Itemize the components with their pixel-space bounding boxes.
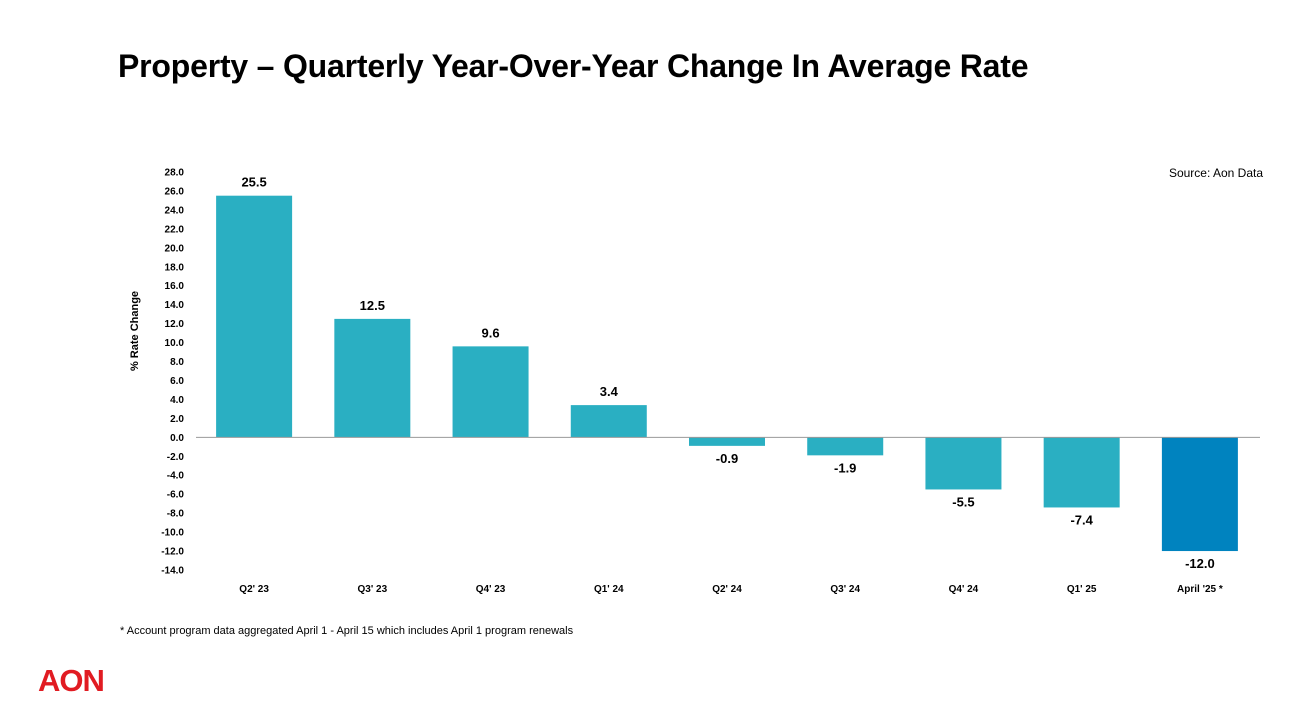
x-tick-label: Q3' 24: [830, 584, 860, 595]
data-label: -7.4: [1070, 512, 1093, 527]
x-tick-label: Q2' 24: [712, 584, 742, 595]
bar-2: [334, 318, 411, 438]
bar-3: [452, 346, 529, 438]
bar-7: [925, 437, 1002, 490]
y-tick-label: -14.0: [161, 566, 184, 577]
x-tick-label: Q1' 25: [1067, 584, 1097, 595]
y-tick-label: 14.0: [165, 300, 185, 311]
y-axis-title: % Rate Change: [129, 291, 141, 371]
y-tick-label: -12.0: [161, 547, 184, 558]
x-tick-label: Q2' 23: [239, 584, 269, 595]
data-label: 3.4: [600, 384, 619, 399]
y-tick-label: -10.0: [161, 528, 184, 539]
data-label: 25.5: [241, 175, 266, 190]
y-tick-label: 20.0: [165, 243, 185, 254]
data-label: -1.9: [834, 460, 856, 475]
y-tick-label: 10.0: [165, 338, 185, 349]
bar-6: [807, 437, 884, 456]
data-label: 9.6: [482, 325, 500, 340]
data-label: -5.5: [952, 494, 974, 509]
y-tick-label: 6.0: [170, 376, 184, 387]
y-tick-label: -2.0: [167, 452, 185, 463]
bars: [216, 195, 1238, 552]
bar-9: [1161, 437, 1238, 552]
x-tick-label: April '25 *: [1177, 584, 1223, 595]
x-tick-label: Q1' 24: [594, 584, 624, 595]
y-tick-label: -8.0: [167, 509, 185, 520]
x-tick-label: Q4' 23: [476, 584, 506, 595]
y-tick-label: -6.0: [167, 490, 185, 501]
data-label: -0.9: [716, 451, 738, 466]
y-tick-label: 0.0: [170, 433, 184, 444]
aon-logo-text: AON: [38, 665, 104, 695]
y-tick-label: 24.0: [165, 205, 185, 216]
y-tick-label: -4.0: [167, 471, 185, 482]
bar-5: [689, 437, 765, 446]
data-label: -12.0: [1185, 556, 1215, 571]
x-axis-labels: Q2' 23 Q3' 23 Q4' 23 Q1' 24 Q2' 24 Q3' 24 Q4' …: [239, 584, 1223, 595]
y-tick-label: 22.0: [165, 224, 185, 235]
footnote: * Account program data aggregated April …: [120, 625, 574, 637]
y-axis-ticks: 28.0 26.0 24.0 22.0 20.0 18.0 16.0 14.0 12.0 10.0…: [161, 168, 184, 577]
y-tick-label: 4.0: [170, 395, 184, 406]
y-tick-label: 16.0: [165, 281, 185, 292]
bar-4: [570, 405, 647, 438]
y-tick-label: 12.0: [165, 319, 185, 330]
x-tick-label: Q4' 24: [949, 584, 979, 595]
bar-8: [1043, 437, 1120, 508]
source-note: Source: Aon Data: [1168, 166, 1263, 180]
y-tick-label: 26.0: [165, 186, 185, 197]
y-tick-label: 18.0: [165, 262, 185, 273]
y-tick-label: 28.0: [165, 168, 185, 179]
data-labels: 25.5 12.5 9.6 3.4 -0.9 -1.9 -5.5 -7.4 -12.0: [241, 175, 1214, 571]
page-title: Property – Quarterly Year-Over-Year Chan…: [118, 48, 1029, 84]
x-tick-label: Q3' 23: [358, 584, 388, 595]
bar-1: [216, 195, 293, 438]
y-tick-label: 2.0: [170, 414, 184, 425]
data-label: 12.5: [360, 298, 385, 313]
aon-logo: AON: [38, 665, 105, 695]
y-tick-label: 8.0: [170, 357, 184, 368]
